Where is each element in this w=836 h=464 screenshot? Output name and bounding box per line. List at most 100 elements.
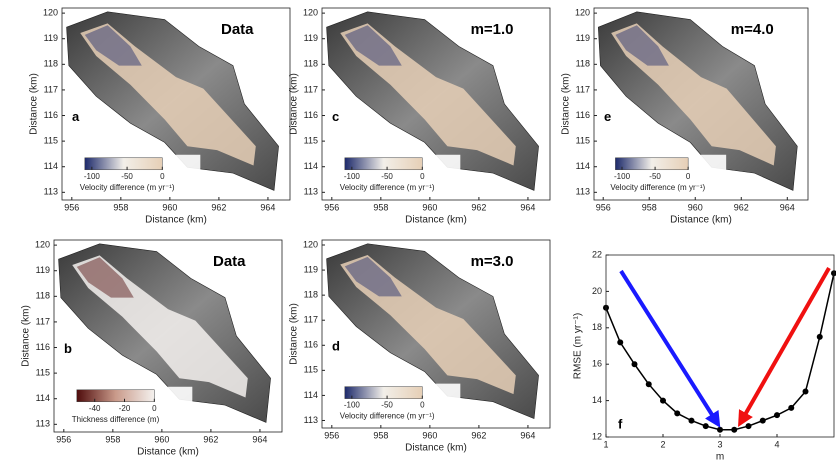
y-tick-label: 119 xyxy=(304,33,318,43)
colorbar-label: Velocity difference (m yr⁻¹) xyxy=(340,412,435,421)
y-tick-label: 120 xyxy=(575,7,590,17)
panel-title: Data xyxy=(213,253,246,270)
y-tick-label: 116 xyxy=(36,342,50,352)
colorbar-tick-label: 0 xyxy=(420,172,425,181)
panel-label: d xyxy=(332,339,340,354)
y-axis-label: RMSE (m yr⁻¹) xyxy=(573,313,584,379)
y-axis-label: Distance (km) xyxy=(289,303,300,365)
rmse-point xyxy=(631,361,638,368)
y-tick-label: 114 xyxy=(304,390,318,400)
y-tick-label: 117 xyxy=(44,84,58,94)
x-tick-label: 956 xyxy=(596,202,611,212)
rmse-point xyxy=(831,270,836,277)
rmse-point xyxy=(702,423,709,430)
arrow-blue xyxy=(619,269,721,428)
y-tick-label: 113 xyxy=(36,419,50,429)
y-tick-label: 117 xyxy=(36,316,50,326)
glacier xyxy=(340,23,516,166)
colorbar xyxy=(76,389,155,403)
x-tick-label: 958 xyxy=(105,434,120,444)
panel-label: b xyxy=(64,341,72,356)
y-tick-label: 16 xyxy=(592,359,602,369)
y-tick-label: 116 xyxy=(304,340,318,350)
colorbar-label: Velocity difference (m yr⁻¹) xyxy=(340,183,435,192)
x-axis-label: Distance (km) xyxy=(137,447,199,458)
colorbar-label: Thickness difference (m) xyxy=(72,415,160,424)
colorbar-tick-label: 0 xyxy=(152,404,157,413)
glacier xyxy=(611,23,776,166)
y-tick-label: 120 xyxy=(303,7,318,17)
y-tick-label: 119 xyxy=(44,33,58,43)
colorbar-tick-label: -100 xyxy=(84,172,101,181)
x-tick-label: 964 xyxy=(520,430,535,440)
y-tick-label: 118 xyxy=(576,59,590,69)
axes-frame xyxy=(53,239,283,433)
y-tick-label: 22 xyxy=(592,249,602,259)
rmse-point xyxy=(745,423,752,430)
y-tick-label: 118 xyxy=(304,59,318,69)
rmse-point xyxy=(759,417,766,424)
colorbar xyxy=(344,157,423,171)
rmse-point xyxy=(731,426,738,433)
x-tick-label: 958 xyxy=(113,202,128,212)
x-tick-label: 964 xyxy=(260,202,275,212)
x-tick-label: 964 xyxy=(520,202,535,212)
y-tick-label: 114 xyxy=(576,161,590,171)
y-tick-label: 14 xyxy=(592,395,602,405)
y-tick-label: 114 xyxy=(36,393,50,403)
y-tick-label: 119 xyxy=(576,33,590,43)
y-tick-label: 115 xyxy=(304,135,318,145)
y-tick-label: 117 xyxy=(576,84,590,94)
y-tick-label: 113 xyxy=(304,415,318,425)
axes-background xyxy=(606,255,834,437)
x-tick-label: 958 xyxy=(373,430,388,440)
y-tick-label: 12 xyxy=(592,431,602,441)
rmse-point xyxy=(774,412,780,419)
y-tick-label: 120 xyxy=(43,7,58,17)
x-tick-label: 962 xyxy=(211,202,226,212)
y-tick-label: 114 xyxy=(44,161,58,171)
glacier xyxy=(72,255,248,398)
colorbar-label: Velocity difference (m yr⁻¹) xyxy=(610,183,705,192)
y-tick-label: 113 xyxy=(304,187,318,197)
glacier-upper xyxy=(84,25,142,66)
x-tick-label: 958 xyxy=(373,202,388,212)
y-tick-label: 115 xyxy=(304,365,318,375)
colorbar-label: Velocity difference (m yr⁻¹) xyxy=(80,183,175,192)
y-axis-label: Distance (km) xyxy=(561,73,572,135)
y-tick-label: 120 xyxy=(303,239,318,249)
x-tick-label: 956 xyxy=(324,430,339,440)
x-axis-label: m xyxy=(716,452,724,463)
panel-title: m=1.0 xyxy=(471,21,514,38)
y-tick-label: 113 xyxy=(576,187,590,197)
panel-label: c xyxy=(332,109,339,124)
axes-frame xyxy=(593,7,809,201)
x-tick-label: 956 xyxy=(324,202,339,212)
x-tick-label: 962 xyxy=(471,430,486,440)
colorbar-tick-label: -50 xyxy=(381,172,393,181)
y-tick-label: 20 xyxy=(592,286,602,296)
x-tick-label: 956 xyxy=(64,202,79,212)
x-tick-label: 956 xyxy=(56,434,71,444)
glacier-upper xyxy=(76,257,134,298)
x-axis-label: Distance (km) xyxy=(405,215,467,226)
rmse-point xyxy=(816,333,823,340)
y-tick-label: 117 xyxy=(304,315,318,325)
colorbar-tick-label: -50 xyxy=(121,172,133,181)
y-tick-label: 115 xyxy=(36,367,50,377)
rmse-point xyxy=(674,410,681,417)
x-tick-label: 960 xyxy=(162,202,177,212)
glacier-upper xyxy=(344,25,402,66)
x-tick-label: 958 xyxy=(642,202,657,212)
x-axis-label: Distance (km) xyxy=(145,215,207,226)
y-tick-label: 119 xyxy=(36,265,50,275)
y-tick-label: 117 xyxy=(304,84,318,94)
axes-frame xyxy=(321,239,551,429)
axes-frame xyxy=(61,7,291,201)
rmse-point xyxy=(717,426,723,433)
colorbar-tick-label: -100 xyxy=(344,172,361,181)
x-tick-label: 964 xyxy=(780,202,795,212)
y-tick-label: 18 xyxy=(592,322,602,332)
colorbar-tick-label: 0 xyxy=(160,172,165,181)
